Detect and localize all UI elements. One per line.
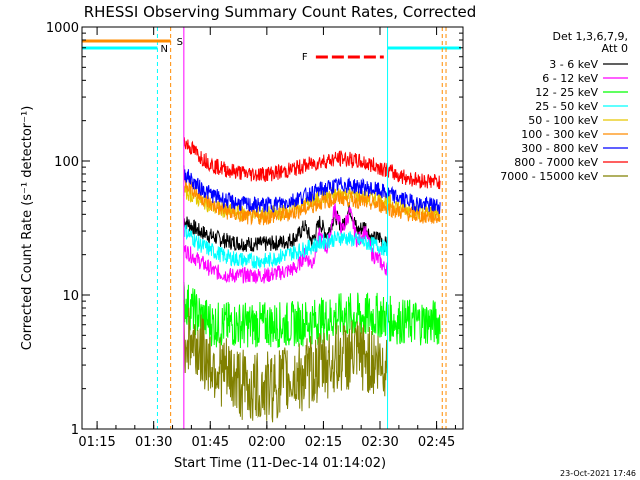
series-line-7 — [183, 137, 441, 190]
legend-label-3: 25 - 50 keV — [535, 100, 598, 113]
series-line-8 — [183, 299, 388, 423]
legend-title-line1: Det 1,3,6,7,9, — [552, 30, 628, 43]
legend-label-6: 300 - 800 keV — [521, 142, 598, 155]
x-tick-label-5: 02:30 — [361, 435, 398, 450]
y-axis: 1 10 100 1000 — [46, 21, 463, 438]
footer-timestamp: 23-Oct-2021 17:46 — [560, 469, 636, 478]
y-tick-label-3: 1000 — [46, 21, 79, 36]
legend-label-0: 3 - 6 keV — [549, 58, 598, 71]
legend-label-1: 6 - 12 keV — [542, 72, 598, 85]
plot-frame — [81, 26, 464, 430]
x-axis-label: Start Time (11-Dec-14 01:14:02) — [174, 456, 386, 471]
flare-marker-label: F — [302, 52, 308, 63]
x-axis: 01:15 01:30 01:45 02:00 02:15 02:30 02:45 — [78, 27, 456, 450]
x-tick-label-0: 01:15 — [78, 435, 115, 450]
legend-label-4: 50 - 100 keV — [528, 114, 598, 127]
series-line-2 — [183, 282, 441, 349]
legend-label-2: 12 - 25 keV — [535, 86, 598, 99]
night-marker-label: N — [160, 44, 167, 55]
series-line-5 — [183, 176, 441, 226]
legend-label-5: 100 - 300 keV — [521, 128, 598, 141]
y-tick-label-1: 10 — [62, 289, 79, 304]
legend-title-line2: Att 0 — [602, 42, 628, 55]
y-tick-label-0: 1 — [71, 423, 79, 438]
x-tick-label-6: 02:45 — [418, 435, 455, 450]
saa-marker-label: S — [177, 37, 183, 48]
x-tick-label-2: 01:45 — [192, 435, 229, 450]
y-tick-label-2: 100 — [54, 155, 79, 170]
plot-area: NS F — [82, 27, 461, 429]
series-line-1 — [183, 203, 388, 284]
x-tick-label-3: 02:00 — [248, 435, 285, 450]
y-axis-label: Corrected Count Rate (s⁻¹ detector⁻¹) — [20, 106, 35, 351]
legend-label-7: 800 - 7000 keV — [514, 156, 598, 169]
chart-title: RHESSI Observing Summary Count Rates, Co… — [84, 3, 477, 21]
legend-label-8: 7000 - 15000 keV — [500, 170, 598, 183]
series-line-3 — [183, 224, 388, 269]
series-line-6 — [183, 165, 441, 215]
x-tick-label-1: 01:30 — [135, 435, 172, 450]
x-tick-label-4: 02:15 — [305, 435, 342, 450]
